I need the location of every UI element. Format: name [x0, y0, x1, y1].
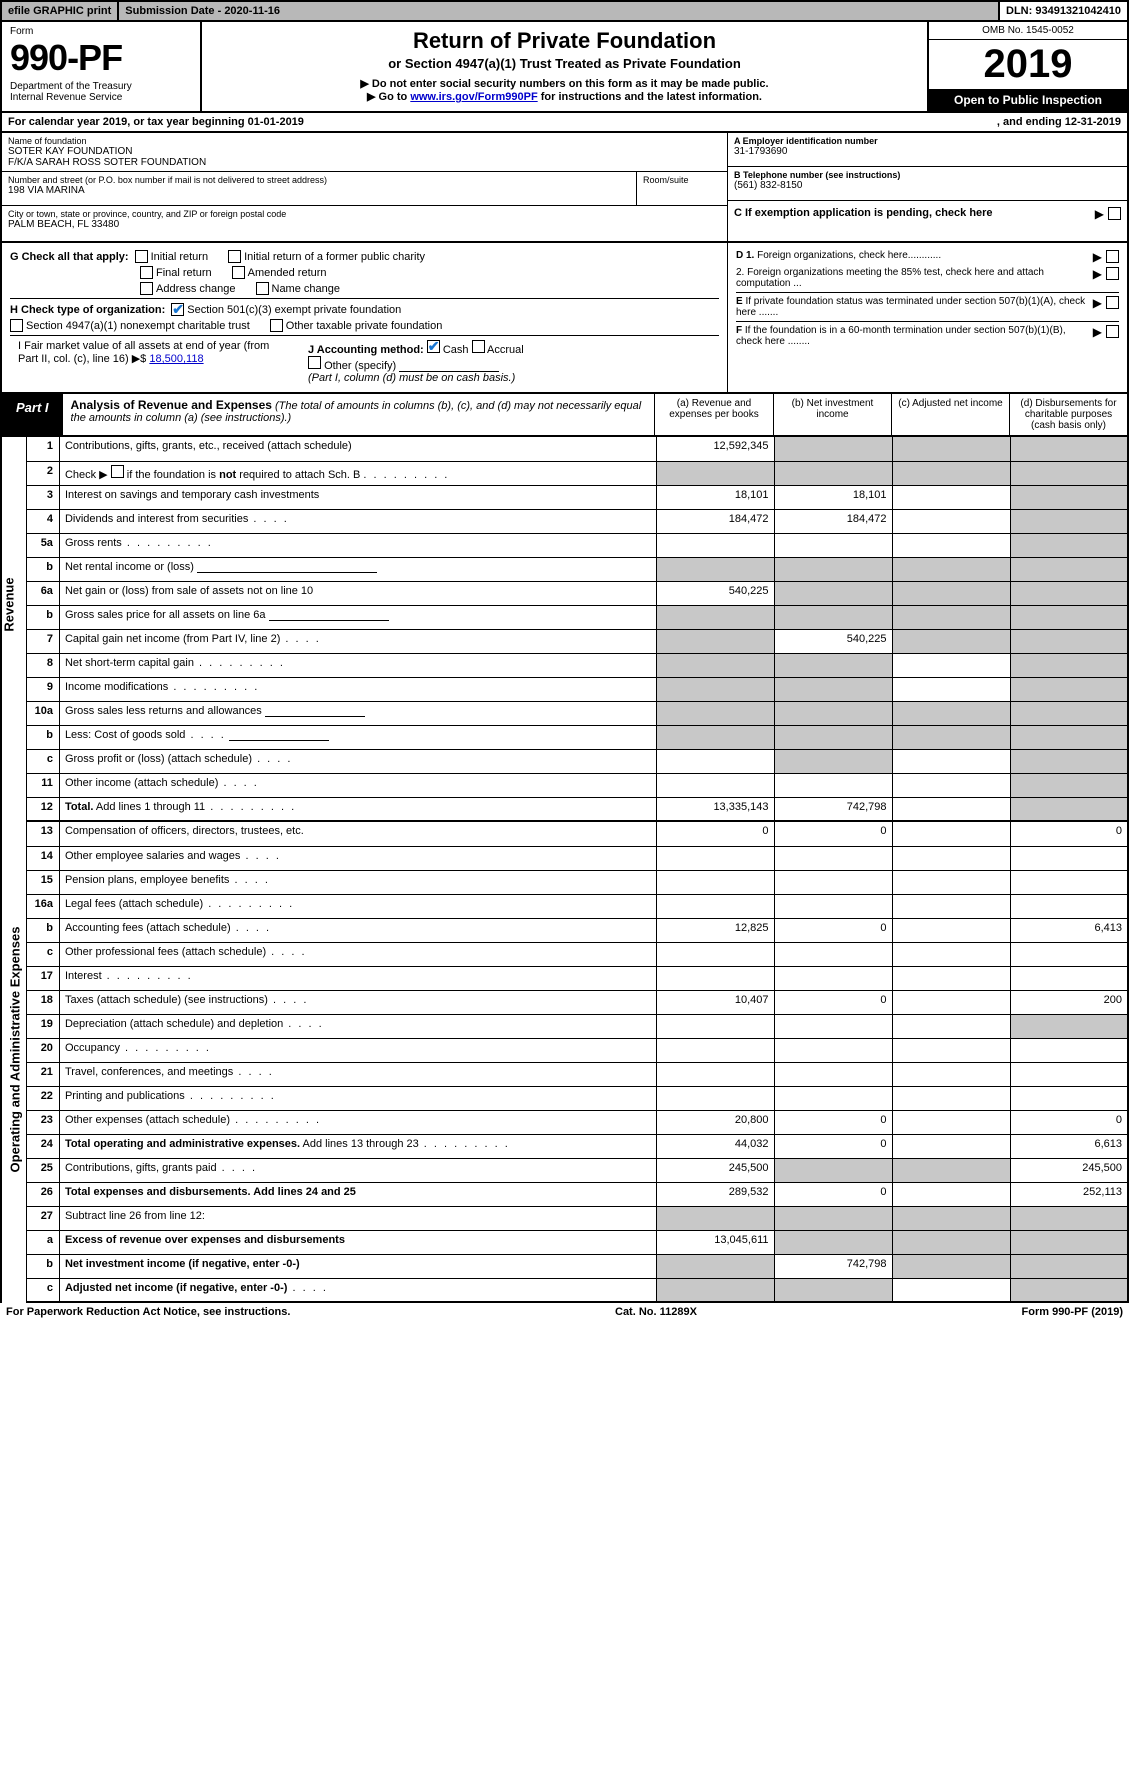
part1-tag: Part I — [2, 394, 63, 435]
form-number: 990-PF — [10, 37, 192, 79]
dln: DLN: 93491321042410 — [1000, 2, 1127, 20]
col-b-header: (b) Net investment income — [773, 394, 891, 435]
top-bar: efile GRAPHIC print Submission Date - 20… — [0, 0, 1129, 22]
arrow-icon: ▶ — [1095, 207, 1104, 221]
paperwork-notice: For Paperwork Reduction Act Notice, see … — [6, 1306, 290, 1318]
fmv-value-link[interactable]: 18,500,118 — [149, 353, 203, 365]
checkbox-exem ption[interactable] — [1108, 207, 1121, 220]
ein-value: 31-1793690 — [734, 146, 1121, 157]
g-label: G Check all that apply: — [10, 251, 129, 263]
city-state-zip: PALM BEACH, FL 33480 — [8, 219, 721, 230]
col-a-header: (a) Revenue and expenses per books — [655, 394, 773, 435]
d2-label: 2. Foreign organizations meeting the 85%… — [736, 267, 1089, 289]
addr-label: Number and street (or P.O. box number if… — [8, 175, 630, 185]
j-label: J Accounting method: — [308, 344, 424, 356]
expenses-grid: Operating and Administrative Expenses 13… — [0, 822, 1129, 1303]
calendar-year-row: For calendar year 2019, or tax year begi… — [0, 113, 1129, 133]
warning-ssn: ▶ Do not enter social security numbers o… — [212, 77, 917, 90]
check-initial-return[interactable]: Initial return — [135, 250, 208, 263]
form-ref: Form 990-PF (2019) — [1022, 1306, 1123, 1318]
street-address: 198 VIA MARINA — [8, 185, 630, 196]
check-name-change[interactable]: Name change — [256, 282, 341, 295]
check-initial-former[interactable]: Initial return of a former public charit… — [228, 250, 425, 263]
check-other-taxable[interactable]: Other taxable private foundation — [270, 319, 443, 332]
irs-link[interactable]: www.irs.gov/Form990PF — [410, 91, 537, 103]
check-amended[interactable]: Amended return — [232, 266, 327, 279]
part1-header: Part I Analysis of Revenue and Expenses … — [0, 394, 1129, 437]
city-label: City or town, state or province, country… — [8, 209, 721, 219]
check-other-method[interactable]: Other (specify) — [308, 360, 396, 372]
check-sections: G Check all that apply: Initial return I… — [0, 243, 1129, 394]
check-4947[interactable]: Section 4947(a)(1) nonexempt charitable … — [10, 319, 250, 332]
name-label: Name of foundation — [8, 136, 721, 146]
expenses-side-label: Operating and Administrative Expenses — [2, 822, 27, 1303]
e-label: E If private foundation status was termi… — [736, 296, 1089, 318]
check-address-change[interactable]: Address change — [140, 282, 236, 295]
form-header: Form 990-PF Department of the Treasury I… — [0, 22, 1129, 113]
revenue-side-label: Revenue — [2, 437, 27, 822]
col-c-header: (c) Adjusted net income — [891, 394, 1009, 435]
entity-box: Name of foundation SOTER KAY FOUNDATION … — [0, 133, 1129, 243]
part1-grid: Revenue 1Contributions, gifts, grants, e… — [0, 437, 1129, 822]
calyear-end: , and ending 12-31-2019 — [997, 116, 1121, 128]
j-note: (Part I, column (d) must be on cash basi… — [308, 372, 515, 384]
d1-label: D 1. Foreign organizations, check here..… — [736, 250, 1089, 261]
f-label: F If the foundation is in a 60-month ter… — [736, 325, 1089, 347]
h-label: H Check type of organization: — [10, 304, 165, 316]
check-501c3[interactable]: Section 501(c)(3) exempt private foundat… — [171, 303, 401, 316]
phone-value: (561) 832-8150 — [734, 180, 1121, 191]
exemption-pending-label: C If exemption application is pending, c… — [734, 207, 1091, 219]
row-2-desc: Check ▶ if the foundation is not require… — [59, 461, 656, 485]
fmv-section: I Fair market value of all assets at end… — [18, 340, 288, 384]
form-subtitle: or Section 4947(a)(1) Trust Treated as P… — [212, 56, 917, 71]
phone-label: B Telephone number (see instructions) — [734, 170, 1121, 180]
foundation-name: SOTER KAY FOUNDATION F/K/A SARAH ROSS SO… — [8, 146, 721, 168]
room-label: Room/suite — [643, 175, 721, 185]
cat-no: Cat. No. 11289X — [290, 1306, 1021, 1318]
part1-title: Analysis of Revenue and Expenses — [71, 398, 272, 412]
tax-year: 2019 — [929, 40, 1127, 89]
open-public: Open to Public Inspection — [929, 89, 1127, 111]
checkbox-e[interactable] — [1106, 296, 1119, 309]
form-title: Return of Private Foundation — [212, 28, 917, 54]
page-footer: For Paperwork Reduction Act Notice, see … — [0, 1303, 1129, 1321]
calyear-begin: For calendar year 2019, or tax year begi… — [8, 116, 997, 128]
warning-link: ▶ Go to www.irs.gov/Form990PF for instru… — [212, 90, 917, 103]
efile-label: efile GRAPHIC print — [2, 2, 119, 20]
checkbox-schb[interactable] — [111, 465, 124, 478]
ein-label: A Employer identification number — [734, 136, 1121, 146]
department: Department of the Treasury Internal Reve… — [10, 81, 192, 103]
check-cash[interactable]: Cash — [427, 344, 469, 356]
submission-date: Submission Date - 2020-11-16 — [119, 2, 1000, 20]
check-accrual[interactable]: Accrual — [472, 344, 524, 356]
form-label: Form — [10, 26, 192, 37]
checkbox-f[interactable] — [1106, 325, 1119, 338]
checkbox-d2[interactable] — [1106, 267, 1119, 280]
checkbox-d1[interactable] — [1106, 250, 1119, 263]
omb-number: OMB No. 1545-0052 — [929, 22, 1127, 40]
col-d-header: (d) Disbursements for charitable purpose… — [1009, 394, 1127, 435]
check-final-return[interactable]: Final return — [140, 266, 212, 279]
